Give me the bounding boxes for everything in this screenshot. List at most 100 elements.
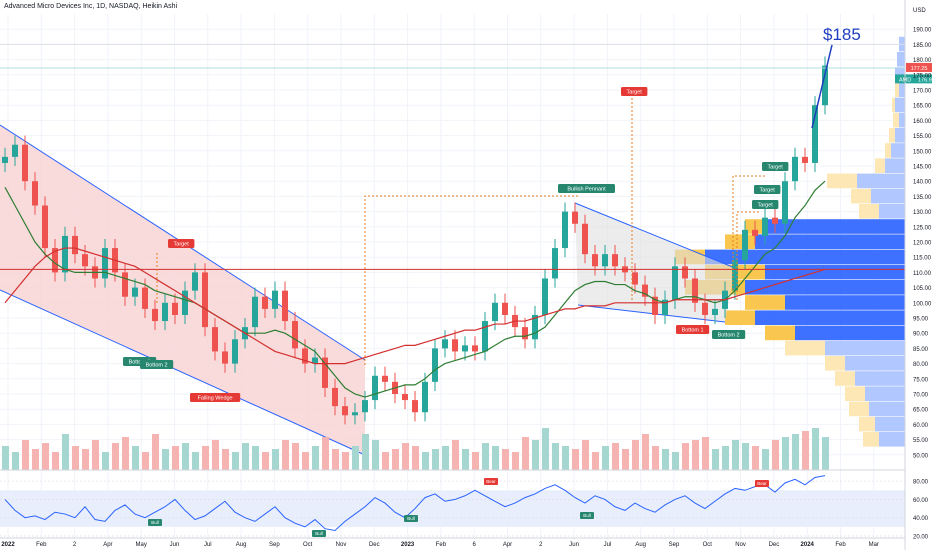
volume-bar (22, 440, 29, 470)
volume-bar (152, 434, 159, 470)
vp-bar (899, 112, 905, 128)
volume-bar (392, 449, 399, 470)
volume-bar (132, 446, 139, 470)
time-tick-label: Jun (569, 542, 579, 548)
candle-body (322, 357, 328, 388)
volume-bar (362, 434, 369, 470)
volume-bar (542, 428, 549, 470)
vp-bar (875, 158, 885, 173)
vp-bar (865, 386, 905, 401)
candle-body (402, 394, 408, 401)
candle-body (452, 339, 458, 352)
candle-body (232, 339, 238, 364)
vp-bar (891, 143, 905, 158)
price-tick-label: 165.00 (913, 104, 932, 110)
volume-bar (432, 449, 439, 470)
vp-bar (825, 340, 905, 356)
volume-bar (442, 446, 449, 470)
volume-bar (322, 437, 329, 470)
volume-bar (282, 440, 289, 470)
vp-bar (845, 386, 865, 401)
annotation-label-bg (752, 200, 779, 209)
time-tick-label: Jul (204, 542, 212, 548)
price-tick-label: 60.00 (913, 423, 929, 429)
candle-body (372, 375, 378, 401)
volume-bar (612, 443, 619, 470)
volume-bar (42, 443, 49, 470)
vp-bar (765, 325, 795, 341)
vp-bar (892, 97, 895, 113)
candle-body (302, 348, 308, 364)
vp-bar (827, 173, 857, 189)
candle-body (572, 211, 578, 224)
rsi-tick-label: 60.00 (913, 498, 929, 504)
vp-bar (895, 82, 899, 97)
vp-bar (725, 234, 755, 249)
moving-average-line (4, 180, 826, 398)
rsi-line (4, 475, 826, 532)
volume-bar (112, 443, 119, 470)
rsi-tick-label: 20.00 (913, 535, 929, 541)
rsi-band (0, 490, 905, 527)
price-tick-label: 110.00 (913, 271, 932, 277)
moving-averages (0, 43, 905, 398)
candle-body (732, 260, 738, 291)
candle-body (332, 387, 338, 407)
candle-body (312, 357, 318, 364)
price-tick-label: 170.00 (913, 89, 932, 95)
price-tick-label: 130.00 (913, 210, 932, 216)
candle-body (142, 287, 148, 309)
annotation-label-bg (676, 325, 710, 334)
annotation-label: Falling Wedge (198, 396, 233, 402)
volume-bar (102, 452, 109, 470)
vp-bar (871, 188, 905, 204)
rsi-signal-bg (312, 530, 326, 537)
volume-bar (672, 452, 679, 470)
candle-body (52, 248, 58, 273)
candle-body (432, 348, 438, 382)
vp-bar (875, 416, 905, 432)
vp-bar (745, 280, 905, 295)
candle-body (682, 266, 688, 279)
candle-body (132, 287, 138, 297)
volume-bar (482, 443, 489, 470)
candle-body (752, 229, 758, 236)
candle-body (502, 302, 508, 315)
candle-body (712, 308, 718, 315)
price-tick-label: 50.00 (913, 453, 929, 459)
pennant-lower (577, 304, 726, 323)
vp-bar (765, 219, 905, 234)
vp-bar (755, 234, 905, 249)
vp-bar (855, 371, 905, 386)
candle-body (462, 345, 468, 352)
time-tick-label: 2022 (1, 542, 15, 548)
time-tick-label: May (136, 542, 147, 548)
annotation-label-bg (762, 162, 789, 171)
volume-bar (312, 446, 319, 470)
candle-body (222, 351, 228, 364)
rsi-signal-label: Bull (407, 516, 415, 521)
candle-body (42, 205, 48, 249)
candle-body (772, 217, 778, 224)
price-tick-label: 135.00 (913, 195, 932, 201)
symbol-tag-bg (895, 74, 932, 84)
volume-bar (142, 452, 149, 470)
candle-body (442, 339, 448, 349)
price-target-callout: $185 (823, 25, 861, 44)
price-tick-label: 120.00 (913, 241, 932, 247)
time-tick-label: Feb (436, 542, 447, 548)
candle-body (522, 327, 528, 340)
volume-bar (702, 437, 709, 470)
time-tick-label: Oct (303, 542, 313, 548)
candle-body (562, 211, 568, 249)
time-tick-label: Apr (503, 542, 512, 548)
rsi-tick-label: 40.00 (913, 516, 929, 522)
time-tick-label: Apr (103, 542, 112, 548)
annotation-label: Bottom 1 (129, 360, 151, 366)
candle-body (492, 302, 498, 322)
time-tick-label: Sep (269, 542, 280, 548)
vp-bar (845, 356, 905, 371)
candle-body (192, 272, 198, 291)
